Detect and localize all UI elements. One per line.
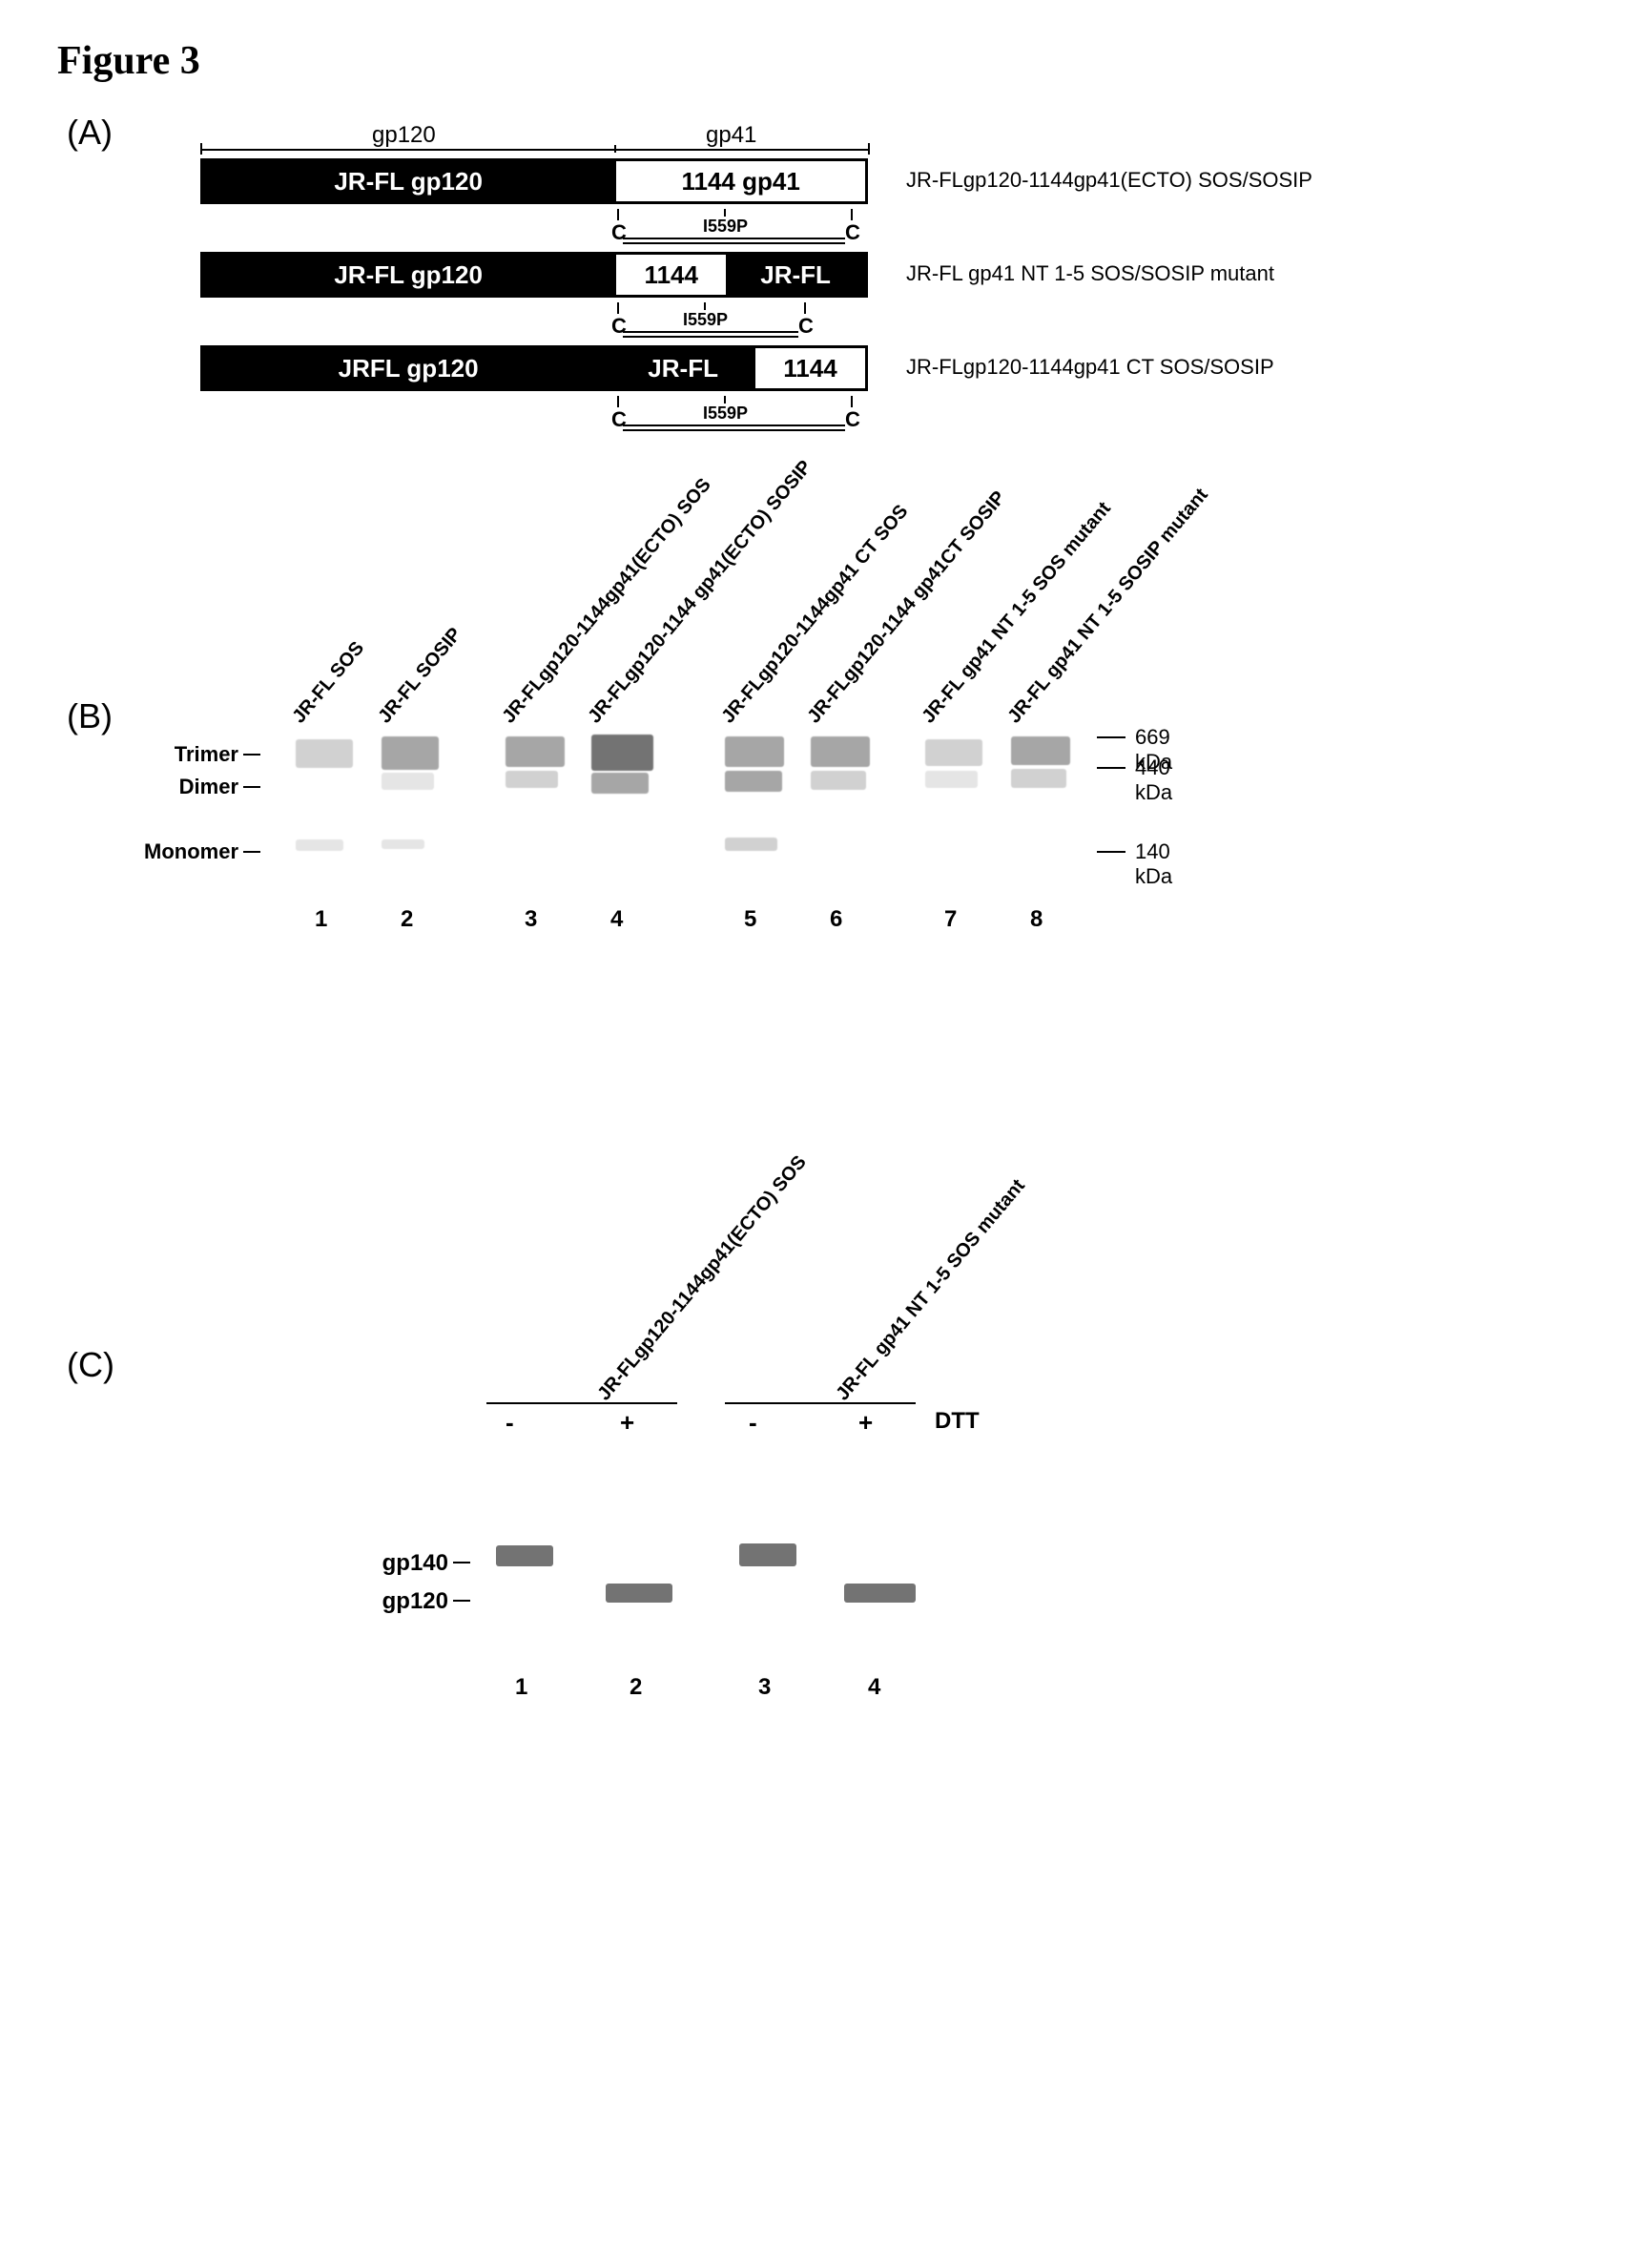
lane-label: JR-FL SOS: [288, 637, 369, 728]
construct-segment: JR-FL gp120: [203, 161, 613, 201]
gel-band: [725, 838, 777, 851]
lane-number: 4: [610, 906, 623, 933]
gel-band: [811, 771, 866, 790]
lane-number: 6: [830, 906, 842, 933]
construct-segment: JR-FL gp120: [203, 255, 613, 295]
gel-band: [382, 839, 424, 849]
construct-bar: JR-FL gp1201144 gp41CI559PC: [200, 158, 868, 204]
gel-band: [606, 1584, 672, 1603]
gel-band: [591, 735, 653, 771]
dtt-sign: +: [858, 1408, 873, 1438]
panel-b-label: (B): [67, 696, 113, 736]
gel-band: [506, 771, 558, 788]
scale-bar: gp120 gp41: [200, 122, 868, 151]
row-label: Dimer: [134, 775, 238, 799]
panel-a: (A) gp120 gp41 JR-FL gp1201144 gp41CI559…: [57, 113, 1595, 391]
construct-row: JR-FL gp1201144JR-FLCI559PC JR-FL gp41 NT…: [162, 252, 1595, 298]
scale-gp120: gp120: [372, 122, 436, 149]
dtt-row: - + - + DTT: [467, 1402, 1002, 1440]
scale-gp41: gp41: [706, 122, 756, 149]
construct-segment: 1144: [613, 255, 726, 295]
gel-band: [496, 1545, 553, 1566]
lane-label: JR-FLgp120-1144gp41(ECTO) SOS: [593, 1151, 811, 1405]
construct-label: JR-FL gp41 NT 1-5 SOS/SOSIP mutant: [906, 252, 1402, 286]
panel-a-label: (A): [67, 113, 113, 153]
gel-band: [925, 739, 982, 766]
lane-label: JR-FL gp41 NT 1-5 SOS mutant: [832, 1175, 1029, 1405]
gel-band: [1011, 736, 1070, 765]
gel-band: [925, 771, 978, 788]
construct-row: JR-FL gp1201144 gp41CI559PC JR-FLgp120-11…: [162, 158, 1595, 204]
gel-band: [382, 736, 439, 770]
row-label: gp140: [362, 1550, 448, 1577]
row-label: gp120: [362, 1588, 448, 1615]
dtt-sign: +: [620, 1408, 634, 1438]
row-label: Monomer: [134, 839, 238, 864]
marker-label: 440 kDa: [1135, 756, 1172, 805]
dtt-label: DTT: [935, 1408, 980, 1435]
gel-band: [725, 736, 784, 767]
construct-segment: 1144: [753, 348, 865, 388]
gel-band: [811, 736, 870, 767]
lane-number: 1: [515, 1674, 527, 1701]
gel-band: [296, 739, 353, 768]
lane-number: 1: [315, 906, 327, 933]
dtt-sign: -: [749, 1408, 757, 1438]
lane-number: 2: [630, 1674, 642, 1701]
gel-band: [382, 773, 434, 790]
lane-number: 2: [401, 906, 413, 933]
panel-b: (B) JR-FL SOSJR-FL SOSIPJR-FLgp120-1144g…: [57, 448, 1595, 1068]
lane-label: JR-FL gp41 NT 1-5 SOS mutant: [918, 498, 1115, 728]
panel-c-label: (C): [67, 1345, 114, 1385]
figure-title: Figure 3: [57, 38, 1595, 84]
gel-band: [591, 773, 649, 794]
gel-band: [739, 1543, 796, 1566]
lane-number: 5: [744, 906, 756, 933]
lane-number: 3: [525, 906, 537, 933]
lane-number: 7: [944, 906, 957, 933]
panel-c: (C) JR-FLgp120-1144gp41(ECTO) SOSJR-FL g…: [57, 1126, 1595, 1712]
row-label: Trimer: [134, 742, 238, 767]
gel-c: gp140gp120: [467, 1498, 1002, 1660]
construct-segment: JR-FL: [726, 255, 865, 295]
gel-band: [725, 771, 782, 792]
construct-bar: JRFL gp120JR-FL1144CI559PC: [200, 345, 868, 391]
construct-bar: JR-FL gp1201144JR-FLCI559PC: [200, 252, 868, 298]
construct-label: JR-FLgp120-1144gp41 CT SOS/SOSIP: [906, 345, 1402, 380]
construct-label: JR-FLgp120-1144gp41(ECTO) SOS/SOSIP: [906, 158, 1402, 193]
construct-segment: JR-FL: [613, 348, 753, 388]
gel-band: [844, 1584, 916, 1603]
lane-label: JR-FL SOSIP: [374, 624, 466, 728]
gel-band: [506, 736, 565, 767]
lane-number: 4: [868, 1674, 880, 1701]
construct-segment: 1144 gp41: [613, 161, 865, 201]
lane-number: 8: [1030, 906, 1043, 933]
gel-band: [1011, 769, 1066, 788]
gel-band: [296, 839, 343, 851]
lane-number: 3: [758, 1674, 771, 1701]
construct-segment: JRFL gp120: [203, 348, 613, 388]
gel-b: TrimerDimerMonomer 669 kDa440 kDa140 kDa: [258, 715, 1116, 887]
dtt-sign: -: [506, 1408, 514, 1438]
marker-label: 140 kDa: [1135, 839, 1172, 889]
construct-row: JRFL gp120JR-FL1144CI559PC JR-FLgp120-114…: [162, 345, 1595, 391]
